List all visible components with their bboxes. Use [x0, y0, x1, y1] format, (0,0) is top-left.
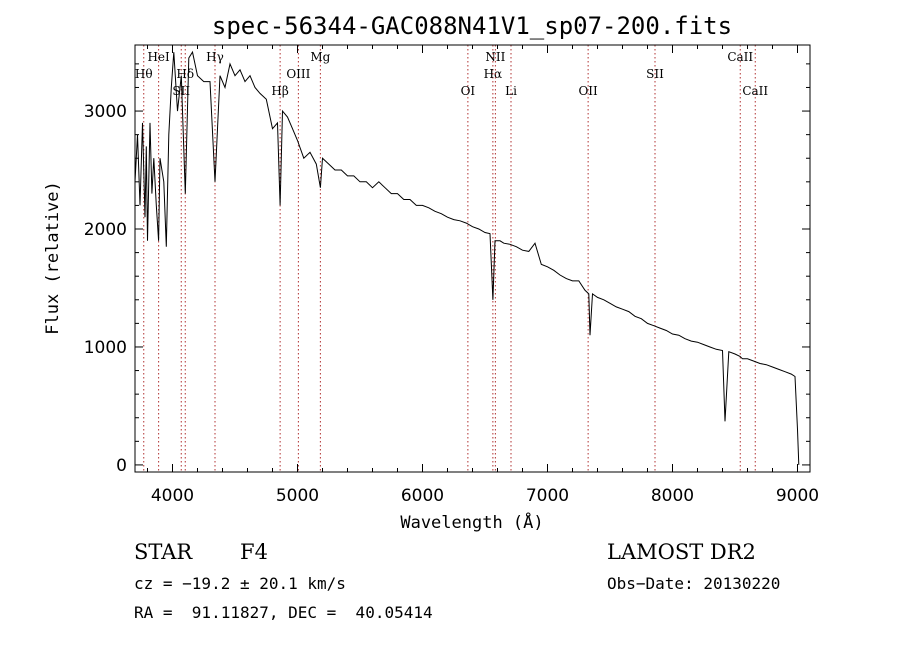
- spectrum-line: [134, 50, 800, 465]
- y-axis: 0 1000 2000 3000: [84, 63, 810, 476]
- line-marker-label: OII: [578, 84, 598, 98]
- redshift-velocity: cz = −19.2 ± 20.1 km/s: [134, 574, 346, 593]
- line-marker-label: Mg: [310, 50, 330, 64]
- x-tick-label: 8000: [651, 486, 694, 506]
- x-tick-label: 4000: [151, 486, 194, 506]
- observation-date: Obs−Date: 20130220: [607, 574, 781, 593]
- line-marker-label: Hδ: [176, 67, 194, 81]
- line-marker-label: Hθ: [135, 67, 153, 81]
- plot-frame: [134, 44, 811, 473]
- line-marker-label: CaII: [727, 50, 753, 64]
- line-marker-label: Hα: [484, 67, 503, 81]
- x-tick-label: 7000: [526, 486, 569, 506]
- spectrum-chart: spec-56344-GAC088N41V1_sp07-200.fits Hθ H…: [43, 12, 819, 533]
- y-tick-label: 3000: [84, 102, 127, 122]
- y-tick-label: 1000: [84, 338, 127, 358]
- x-tick-label: 9000: [776, 486, 819, 506]
- line-marker-label: HeI: [147, 50, 170, 64]
- line-marker-label: Hβ: [271, 84, 288, 98]
- x-axis-label: Wavelength (Å): [400, 511, 543, 533]
- y-axis-label: Flux (relative): [43, 181, 63, 335]
- line-marker-label: Li: [505, 84, 517, 98]
- x-axis: 4000 5000 6000 7000 8000 9000: [147, 45, 819, 506]
- object-class: STAR: [134, 540, 193, 564]
- line-marker-label: CaII: [742, 84, 768, 98]
- y-tick-label: 2000: [84, 220, 127, 240]
- line-marker-label: OI: [461, 84, 476, 98]
- x-tick-label: 5000: [276, 486, 319, 506]
- y-tick-label: 0: [116, 456, 127, 476]
- x-tick-label: 6000: [401, 486, 444, 506]
- chart-title: spec-56344-GAC088N41V1_sp07-200.fits: [212, 12, 732, 40]
- coordinates: RA = 91.11827, DEC = 40.05414: [134, 603, 433, 622]
- line-marker-label: OIII: [286, 67, 310, 81]
- line-marker-label: SII: [646, 67, 664, 81]
- line-marker-label: NII: [485, 50, 505, 64]
- survey-name: LAMOST DR2: [607, 540, 756, 564]
- object-subclass: F4: [240, 540, 268, 564]
- line-marker-label: Hγ: [206, 50, 224, 64]
